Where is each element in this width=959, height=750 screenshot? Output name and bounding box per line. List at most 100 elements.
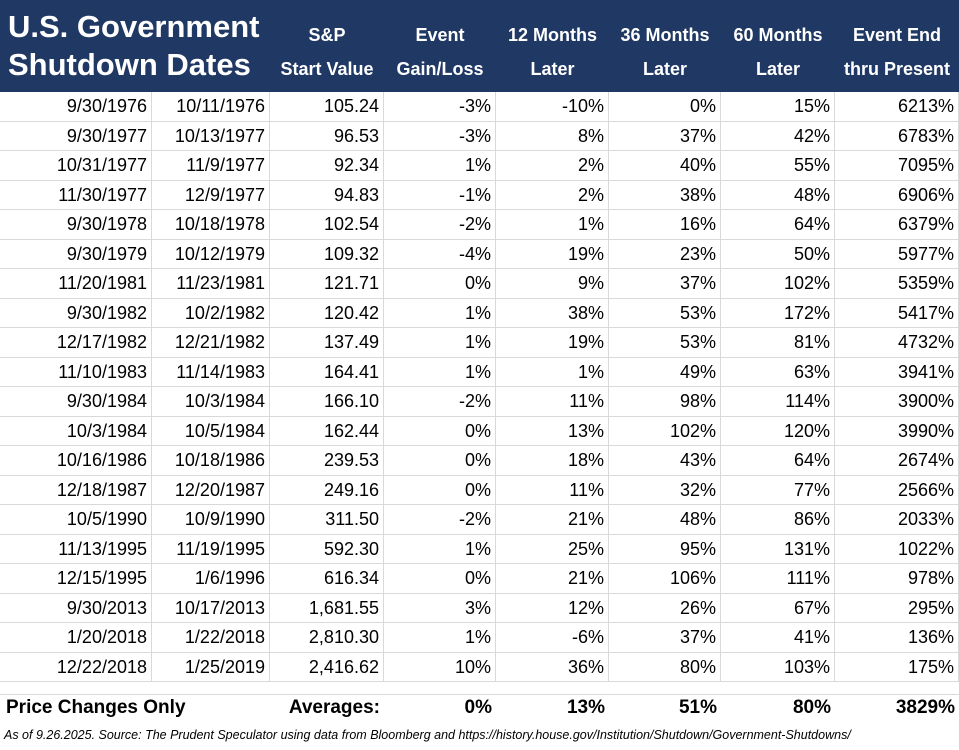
thirty-six-months-cell: 49% xyxy=(609,357,721,386)
end-date-cell: 10/18/1986 xyxy=(152,446,270,475)
sixty-months-cell: 15% xyxy=(721,92,835,121)
table-row: 1/20/2018 1/22/2018 2,810.30 1% -6% 37% 41% 136… xyxy=(0,623,959,653)
start-date-cell: 12/15/1995 xyxy=(0,564,152,593)
present-cell: 295% xyxy=(835,593,959,622)
present-cell: 2033% xyxy=(835,505,959,534)
event-gain-loss-cell: 1% xyxy=(384,534,496,563)
present-cell: 3941% xyxy=(835,357,959,386)
sixty-months-cell: 131% xyxy=(721,534,835,563)
sixty-months-cell: 86% xyxy=(721,505,835,534)
present-cell: 5359% xyxy=(835,269,959,298)
event-gain-loss-cell: 0% xyxy=(384,475,496,504)
twelve-months-cell: 11% xyxy=(496,387,609,416)
twelve-months-cell: 8% xyxy=(496,121,609,150)
start-date-cell: 9/30/1982 xyxy=(0,298,152,327)
summary-60-months-average: 80% xyxy=(792,697,831,718)
table-row: 12/22/2018 1/25/2019 2,416.62 10% 36% 80% 103%… xyxy=(0,652,959,682)
summary-row: Price Changes Only Averages: 0% 13% 51% … xyxy=(0,692,959,724)
sp-start-value-cell: 120.42 xyxy=(270,298,384,327)
table-row: 10/5/1990 10/9/1990 311.50 -2% 21% 48% 86% 2033… xyxy=(0,505,959,535)
thirty-six-months-cell: 43% xyxy=(609,446,721,475)
start-date-cell: 11/30/1977 xyxy=(0,180,152,209)
sp-start-value-cell: 1,681.55 xyxy=(270,593,384,622)
end-date-cell: 11/14/1983 xyxy=(152,357,270,386)
thirty-six-months-cell: 106% xyxy=(609,564,721,593)
thirty-six-months-cell: 98% xyxy=(609,387,721,416)
sixty-months-cell: 55% xyxy=(721,151,835,180)
end-date-cell: 10/13/1977 xyxy=(152,121,270,150)
present-cell: 7095% xyxy=(835,151,959,180)
sixty-months-cell: 172% xyxy=(721,298,835,327)
table-row: 11/30/1977 12/9/1977 94.83 -1% 2% 38% 48% 6906% xyxy=(0,180,959,210)
thirty-six-months-cell: 37% xyxy=(609,269,721,298)
table-row: 11/13/1995 11/19/1995 592.30 1% 25% 95% 131% 10… xyxy=(0,534,959,564)
thirty-six-months-cell: 26% xyxy=(609,593,721,622)
thirty-six-months-cell: 23% xyxy=(609,239,721,268)
table-row: 9/30/1978 10/18/1978 102.54 -2% 1% 16% 64% 6379… xyxy=(0,210,959,240)
start-date-cell: 11/20/1981 xyxy=(0,269,152,298)
event-gain-loss-cell: 0% xyxy=(384,446,496,475)
end-date-cell: 10/9/1990 xyxy=(152,505,270,534)
event-gain-loss-cell: 3% xyxy=(384,593,496,622)
thirty-six-months-cell: 0% xyxy=(609,92,721,121)
table-row: 9/30/2013 10/17/2013 1,681.55 3% 12% 26% 67% 29… xyxy=(0,593,959,623)
sp-start-value-cell: 249.16 xyxy=(270,475,384,504)
header-36-months: 36 Months Later xyxy=(620,25,710,79)
table-title: U.S. Government Shutdown Dates xyxy=(8,8,260,84)
start-date-cell: 9/30/2013 xyxy=(0,593,152,622)
sp-start-value-cell: 121.71 xyxy=(270,269,384,298)
present-cell: 6379% xyxy=(835,210,959,239)
sixty-months-cell: 48% xyxy=(721,180,835,209)
start-date-cell: 10/31/1977 xyxy=(0,151,152,180)
event-gain-loss-cell: 1% xyxy=(384,151,496,180)
present-cell: 6906% xyxy=(835,180,959,209)
event-gain-loss-cell: 1% xyxy=(384,623,496,652)
table-row: 9/30/1984 10/3/1984 166.10 -2% 11% 98% 114% 390… xyxy=(0,387,959,417)
end-date-cell: 11/9/1977 xyxy=(152,151,270,180)
start-date-cell: 9/30/1979 xyxy=(0,239,152,268)
present-cell: 175% xyxy=(835,652,959,681)
summary-present-average: 3829% xyxy=(895,697,955,718)
event-gain-loss-cell: -2% xyxy=(384,210,496,239)
start-date-cell: 11/10/1983 xyxy=(0,357,152,386)
source-footnote: As of 9.26.2025. Source: The Prudent Spe… xyxy=(4,728,851,742)
sp-start-value-cell: 166.10 xyxy=(270,387,384,416)
thirty-six-months-cell: 32% xyxy=(609,475,721,504)
present-cell: 3990% xyxy=(835,416,959,445)
header-sp-start-value: S&P Start Value xyxy=(280,25,374,79)
end-date-cell: 1/25/2019 xyxy=(152,652,270,681)
sp-start-value-cell: 92.34 xyxy=(270,151,384,180)
table-row: 9/30/1979 10/12/1979 109.32 -4% 19% 23% 50% 597… xyxy=(0,239,959,269)
sixty-months-cell: 42% xyxy=(721,121,835,150)
thirty-six-months-cell: 48% xyxy=(609,505,721,534)
present-cell: 5977% xyxy=(835,239,959,268)
present-cell: 136% xyxy=(835,623,959,652)
end-date-cell: 10/3/1984 xyxy=(152,387,270,416)
thirty-six-months-cell: 95% xyxy=(609,534,721,563)
start-date-cell: 9/30/1984 xyxy=(0,387,152,416)
end-date-cell: 11/19/1995 xyxy=(152,534,270,563)
table-row: 10/16/1986 10/18/1986 239.53 0% 18% 43% 64% 267… xyxy=(0,446,959,476)
sp-start-value-cell: 102.54 xyxy=(270,210,384,239)
sixty-months-cell: 120% xyxy=(721,416,835,445)
end-date-cell: 1/22/2018 xyxy=(152,623,270,652)
start-date-cell: 10/5/1990 xyxy=(0,505,152,534)
thirty-six-months-cell: 16% xyxy=(609,210,721,239)
sixty-months-cell: 77% xyxy=(721,475,835,504)
present-cell: 6783% xyxy=(835,121,959,150)
sp-start-value-cell: 2,810.30 xyxy=(270,623,384,652)
twelve-months-cell: 25% xyxy=(496,534,609,563)
table-row: 10/3/1984 10/5/1984 162.44 0% 13% 102% 120% 399… xyxy=(0,416,959,446)
sp-start-value-cell: 311.50 xyxy=(270,505,384,534)
twelve-months-cell: 2% xyxy=(496,180,609,209)
table-header: U.S. Government Shutdown Dates S&P Start… xyxy=(0,0,959,92)
end-date-cell: 10/5/1984 xyxy=(152,416,270,445)
thirty-six-months-cell: 40% xyxy=(609,151,721,180)
sp-start-value-cell: 105.24 xyxy=(270,92,384,121)
thirty-six-months-cell: 102% xyxy=(609,416,721,445)
twelve-months-cell: 38% xyxy=(496,298,609,327)
event-gain-loss-cell: -4% xyxy=(384,239,496,268)
present-cell: 5417% xyxy=(835,298,959,327)
table-row: 12/15/1995 1/6/1996 616.34 0% 21% 106% 111% 978… xyxy=(0,564,959,594)
event-gain-loss-cell: -3% xyxy=(384,121,496,150)
